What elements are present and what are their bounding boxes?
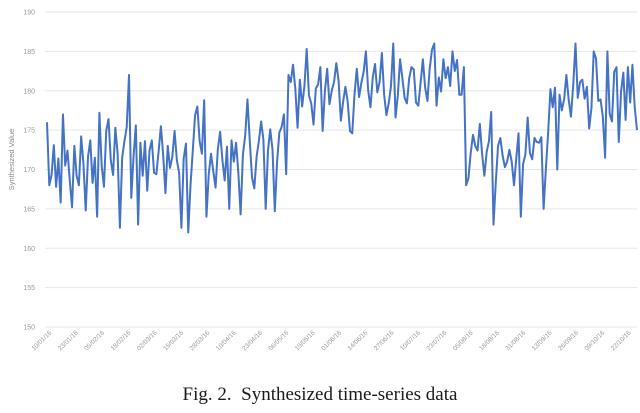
x-tick-label-11: 01/06/16 bbox=[320, 329, 343, 352]
x-tick-label-10: 19/05/16 bbox=[294, 329, 317, 352]
series-line bbox=[46, 42, 638, 234]
figure-caption: Fig. 2. Synthesized time-series data bbox=[182, 384, 458, 405]
x-tick-label-7: 10/04/16 bbox=[215, 329, 238, 352]
x-tick-label-1: 23/01/16 bbox=[57, 329, 80, 352]
x-tick-label-0: 10/01/16 bbox=[31, 329, 54, 352]
x-tick-label-6: 28/03/16 bbox=[189, 329, 212, 352]
y-tick-label-150: 150 bbox=[23, 325, 35, 332]
x-tick-label-13: 27/06/16 bbox=[373, 329, 396, 352]
x-tick-label-15: 23/07/16 bbox=[425, 329, 448, 352]
x-tick-label-8: 23/04/16 bbox=[241, 329, 264, 352]
y-tick-label-160: 160 bbox=[23, 246, 35, 253]
y-tick-label-190: 190 bbox=[23, 10, 35, 17]
x-tick-label-4: 02/03/16 bbox=[136, 329, 159, 352]
x-tick-label-5: 15/03/16 bbox=[162, 329, 185, 352]
x-tick-label-18: 31/08/16 bbox=[504, 329, 527, 352]
y-axis-label: Synthesized Value bbox=[7, 129, 16, 191]
x-tick-label-19: 13/09/16 bbox=[531, 329, 554, 352]
x-tick-label-12: 14/06/16 bbox=[346, 329, 369, 352]
x-tick-label-22: 22/10/16 bbox=[610, 329, 633, 352]
y-tick-label-175: 175 bbox=[23, 128, 35, 135]
x-tick-label-9: 06/05/16 bbox=[268, 329, 291, 352]
y-tick-label-185: 185 bbox=[23, 49, 35, 56]
x-tick-label-2: 05/02/16 bbox=[83, 329, 106, 352]
x-tick-label-20: 26/09/16 bbox=[557, 329, 580, 352]
y-tick-label-170: 170 bbox=[23, 167, 35, 174]
y-tick-label-180: 180 bbox=[23, 88, 35, 95]
x-tick-label-16: 05/08/16 bbox=[452, 329, 475, 352]
x-tick-label-17: 18/08/16 bbox=[478, 329, 501, 352]
y-tick-label-165: 165 bbox=[23, 206, 35, 213]
line-chart: 150 155 160 165 170 175 180 185 190 Synthesized V… bbox=[7, 10, 638, 352]
x-tick-label-3: 18/02/16 bbox=[110, 329, 133, 352]
y-tick-label-155: 155 bbox=[23, 285, 35, 292]
chart-area: 150 155 160 165 170 175 180 185 190 Synthesized V… bbox=[7, 10, 638, 352]
x-tick-label-14: 10/07/16 bbox=[399, 329, 422, 352]
x-tick-label-21: 09/10/16 bbox=[583, 329, 606, 352]
